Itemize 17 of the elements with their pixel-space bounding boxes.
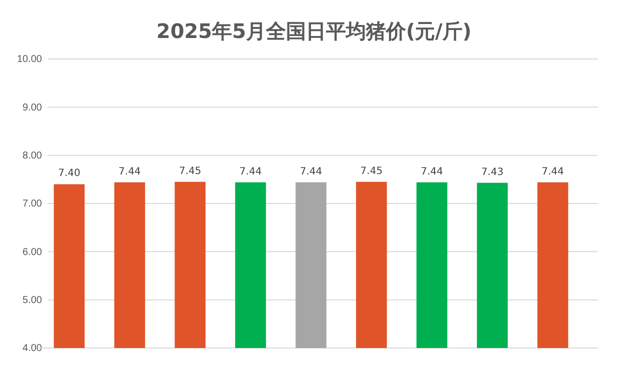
data-label: 7.45 (360, 166, 383, 177)
data-label: 7.43 (481, 166, 504, 178)
data-label: 7.45 (178, 166, 202, 177)
y-tick-label: 4.00 (22, 343, 42, 354)
data-label: 7.40 (58, 168, 80, 180)
y-tick-label: 5.00 (22, 295, 42, 306)
y-tick-label: 8.00 (22, 150, 42, 162)
data-label: 7.44 (300, 166, 322, 178)
y-tick-label: 7.00 (22, 198, 42, 210)
y-tick-label: 6.00 (22, 246, 42, 258)
y-tick-label: 9.00 (22, 102, 42, 114)
data-label: 7.44 (420, 166, 444, 178)
data-label: 7.44 (239, 166, 262, 178)
chart-title: 2025年5月全国日平均猪价(元/斤) (156, 19, 472, 43)
data-label: 7.44 (118, 166, 141, 178)
data-label: 7.44 (542, 166, 564, 178)
y-tick-label: 10.00 (16, 54, 42, 66)
